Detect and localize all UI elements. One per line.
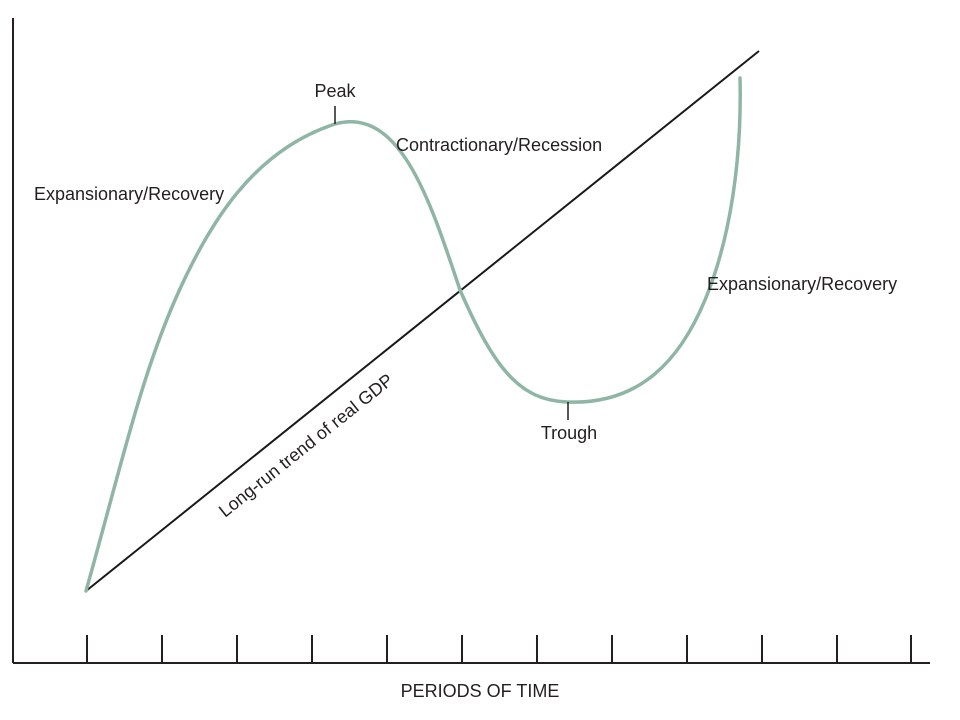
x-axis-ticks bbox=[86, 635, 912, 663]
expansion-left-label: Expansionary/Recovery bbox=[34, 184, 224, 204]
x-axis-title: PERIODS OF TIME bbox=[401, 681, 560, 701]
expansion-right-label: Expansionary/Recovery bbox=[707, 274, 897, 294]
business-cycle-curve bbox=[84, 76, 742, 593]
trough-label: Trough bbox=[541, 423, 597, 443]
peak-label: Peak bbox=[314, 81, 356, 101]
contraction-label: Contractionary/Recession bbox=[396, 135, 602, 155]
trend-line bbox=[85, 50, 760, 592]
trend-line-label: Long-run trend of real GDP bbox=[215, 370, 397, 521]
